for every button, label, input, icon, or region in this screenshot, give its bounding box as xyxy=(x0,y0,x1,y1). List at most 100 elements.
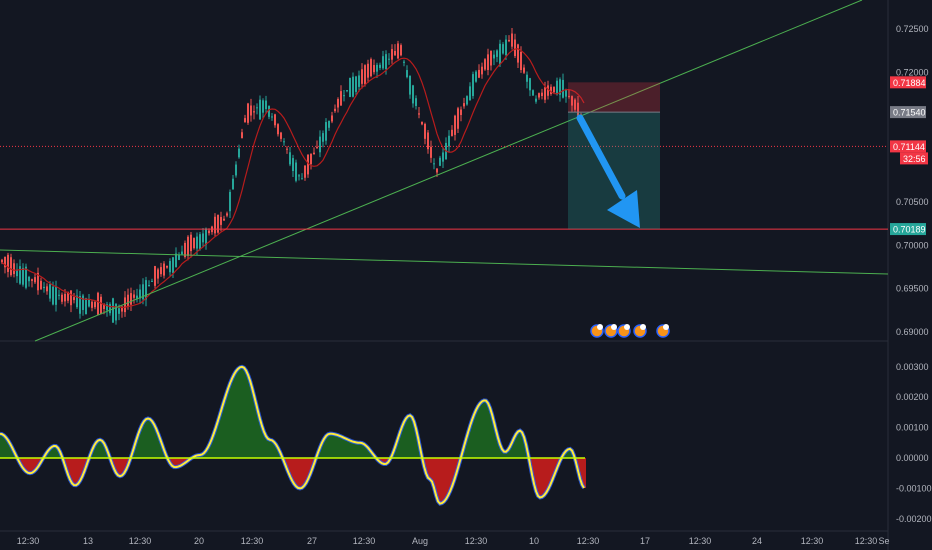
candle-body xyxy=(298,175,300,177)
oscillator-histogram-bar xyxy=(96,442,98,458)
candle-body xyxy=(247,103,249,123)
candle-body xyxy=(193,238,195,249)
candle-body xyxy=(541,92,543,97)
oscillator-histogram-bar xyxy=(438,458,440,502)
oscillator-histogram-bar xyxy=(294,458,296,484)
price-label-badge xyxy=(890,76,926,89)
oscillator-histogram-bar xyxy=(204,453,206,458)
oscillator-tick-label: 0.00000 xyxy=(896,453,929,463)
oscillator-histogram-bar xyxy=(448,458,450,496)
oscillator-histogram-bar xyxy=(304,458,306,487)
candle-body xyxy=(4,256,6,268)
price-label-text: 0.70189 xyxy=(893,225,926,235)
oscillator-histogram-bar xyxy=(136,440,138,458)
oscillator-histogram-bar xyxy=(216,426,218,458)
oscillator-histogram-bar xyxy=(484,400,486,458)
candle-body xyxy=(577,102,579,116)
candle-body xyxy=(334,108,336,112)
oscillator-histogram-bar xyxy=(582,458,584,485)
oscillator-tick-label: 0.00300 xyxy=(896,362,929,372)
candle-body xyxy=(442,152,444,162)
oscillator-histogram-bar xyxy=(330,433,332,458)
candle-body xyxy=(187,236,189,256)
oscillator-histogram-bar xyxy=(174,458,176,467)
oscillator-histogram-bar xyxy=(28,458,30,473)
candle-body xyxy=(568,95,570,97)
candle-body xyxy=(46,286,48,292)
oscillator-histogram-bar xyxy=(326,436,328,458)
candle-body xyxy=(397,43,399,59)
oscillator-histogram-bar xyxy=(296,458,298,487)
candle-body xyxy=(253,111,255,113)
oscillator-histogram-bar xyxy=(114,458,116,469)
candle-body xyxy=(160,267,162,275)
candle-body xyxy=(238,148,240,158)
candle-body xyxy=(532,90,534,96)
candle-body xyxy=(466,96,468,105)
oscillator-histogram-bar xyxy=(246,370,248,458)
candle-body xyxy=(118,308,120,314)
candle-body xyxy=(370,59,372,77)
candle-body xyxy=(517,44,519,63)
candle-body xyxy=(34,277,36,283)
candle-body xyxy=(145,280,147,300)
candle-body xyxy=(355,76,357,92)
oscillator-tick-label: 0.00100 xyxy=(896,423,929,433)
oscillator-histogram-bar xyxy=(454,458,456,481)
candle-body xyxy=(346,90,348,92)
oscillator-histogram-bar xyxy=(568,449,570,458)
event-count-dot xyxy=(611,324,617,330)
candle-body xyxy=(424,123,426,139)
candle-body xyxy=(499,43,501,65)
candle-body xyxy=(13,263,15,275)
candle-body xyxy=(379,64,381,68)
oscillator-histogram-bar xyxy=(406,418,408,458)
candle-body xyxy=(526,74,528,82)
oscillator-histogram-bar xyxy=(268,438,270,458)
candle-body xyxy=(157,269,159,279)
oscillator-histogram-bar xyxy=(50,448,52,458)
candle-body xyxy=(43,286,45,289)
candle-body xyxy=(457,108,459,129)
time-tick-label: 24 xyxy=(752,536,762,546)
oscillator-histogram-bar xyxy=(440,458,442,504)
oscillator-histogram-bar xyxy=(300,458,302,489)
oscillator-histogram-bar xyxy=(382,458,384,464)
candle-body xyxy=(73,297,75,301)
oscillator-histogram-bar xyxy=(344,437,346,458)
oscillator-histogram-bar xyxy=(322,442,324,458)
oscillator-histogram-bar xyxy=(342,436,344,458)
candle-body xyxy=(274,114,276,126)
candle-body xyxy=(109,304,111,314)
candle-body xyxy=(1,259,3,263)
price-axis: 0.72500 0.72000 0.70500 0.70000 0.69500 0.690… xyxy=(890,24,932,524)
candle-body xyxy=(226,213,228,216)
oscillator-histogram-bar xyxy=(48,450,50,458)
oscillator-histogram-bar xyxy=(394,450,396,458)
candle-body xyxy=(295,162,297,181)
candle-body xyxy=(367,63,369,78)
oscillator-histogram-bar xyxy=(140,429,142,458)
oscillator-histogram-bar xyxy=(320,447,322,458)
price-tick-label: 0.70000 xyxy=(896,240,929,250)
time-tick-label: Se xyxy=(878,536,889,546)
oscillator-histogram-bar xyxy=(134,447,136,458)
oscillator-histogram-bar xyxy=(428,458,430,478)
oscillator-histogram-bar xyxy=(402,426,404,458)
oscillator-histogram-bar xyxy=(518,431,520,458)
candle-body xyxy=(22,267,24,285)
candle-body xyxy=(529,78,531,91)
candle-body xyxy=(436,168,438,173)
oscillator-histogram-bar xyxy=(68,458,70,475)
oscillator-histogram-bar xyxy=(496,430,498,458)
price-tick-label: 0.69000 xyxy=(896,327,929,337)
candle-body xyxy=(439,157,441,166)
oscillator-histogram-bar xyxy=(356,442,358,458)
candle-body xyxy=(262,100,264,113)
oscillator-histogram-bar xyxy=(206,450,208,458)
time-tick-label: 12:30 xyxy=(129,536,152,546)
candle-body xyxy=(328,120,330,128)
oscillator-histogram-bar xyxy=(26,458,28,472)
oscillator-histogram-bar xyxy=(236,371,238,458)
